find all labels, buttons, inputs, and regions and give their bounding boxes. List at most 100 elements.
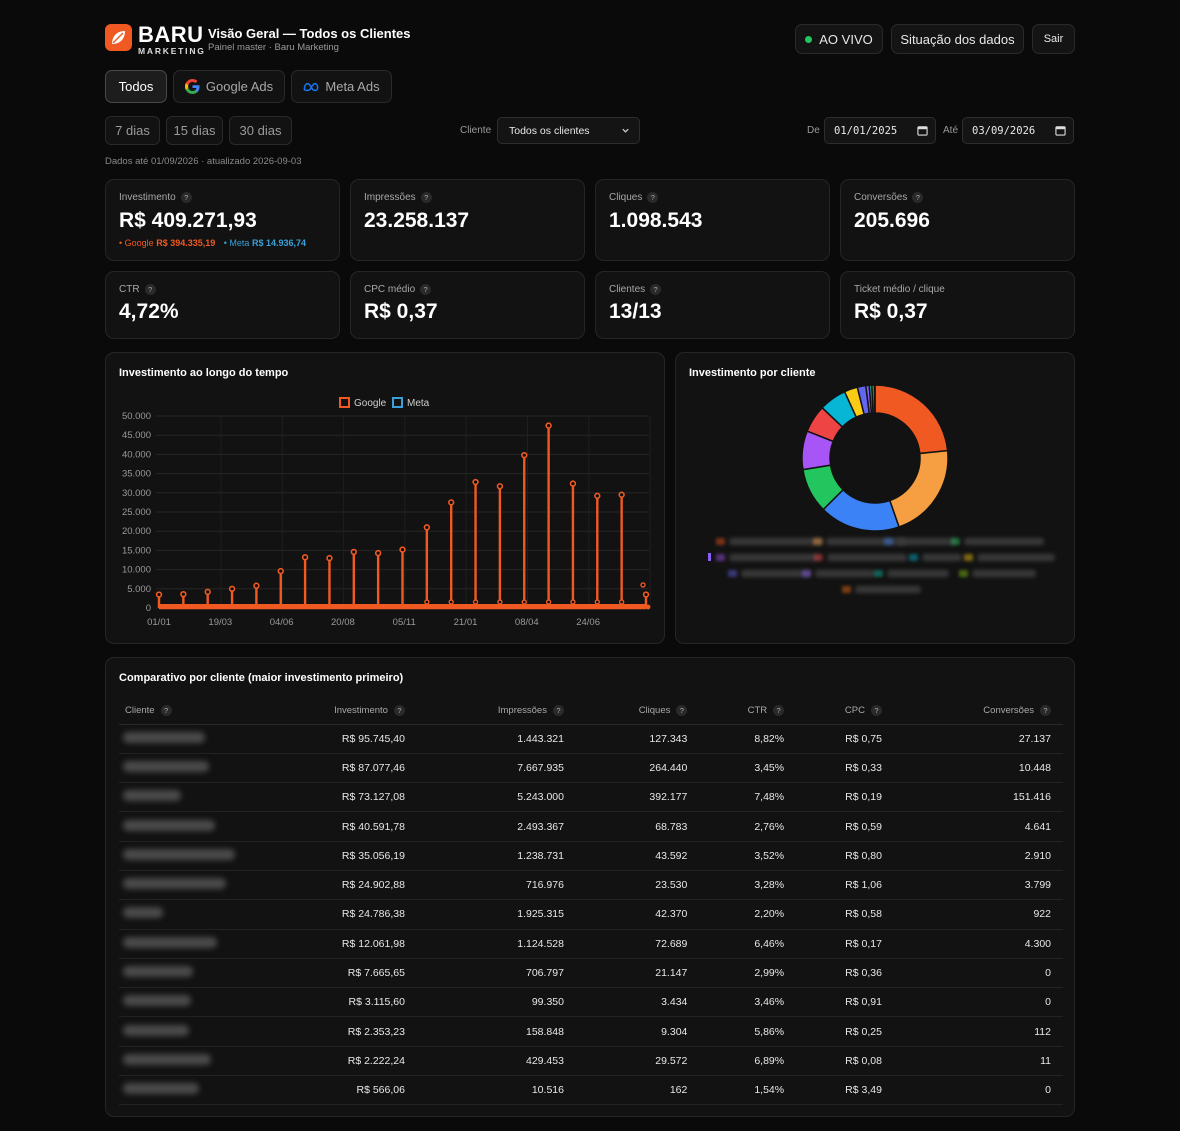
client-name-redacted	[123, 1024, 189, 1036]
client-name-cell	[119, 987, 262, 1018]
help-icon[interactable]: ?	[870, 705, 882, 717]
help-icon[interactable]: ?	[773, 705, 785, 717]
column-header-label: Investimento	[334, 705, 388, 717]
help-icon[interactable]: ?	[552, 705, 564, 717]
table-row[interactable]: R$ 40.591,78 2.493.367 68.783 2,76% R$ 0,59 4…	[119, 811, 1063, 842]
data-status-button[interactable]: Situação dos dados	[891, 24, 1024, 54]
column-header[interactable]: CPC?	[796, 698, 894, 725]
tab-google-ads[interactable]: Google Ads	[173, 70, 285, 103]
table-cell: R$ 0,59	[796, 811, 894, 842]
help-icon[interactable]: ?	[1040, 705, 1051, 717]
client-name-redacted	[123, 848, 235, 860]
range-30-days-button[interactable]: 30 dias	[229, 116, 292, 145]
table-row[interactable]: R$ 87.077,46 7.667.935 264.440 3,45% R$ 0,33…	[119, 753, 1063, 784]
legend-swatch	[716, 538, 725, 545]
help-icon[interactable]: ?	[676, 705, 688, 717]
help-icon[interactable]: ?	[420, 284, 432, 295]
chart-legend[interactable]: Google Meta	[339, 397, 430, 409]
investment-over-time-card: Investimento ao longo do tempo Google Met…	[105, 352, 665, 644]
kpi-card-impressoes: Impressões? 23.258.137	[350, 179, 585, 261]
y-tick-label: 0	[146, 603, 151, 614]
legend-swatch	[951, 538, 960, 545]
live-status-button[interactable]: AO VIVO	[795, 24, 883, 54]
donut-slice[interactable]	[888, 449, 949, 528]
client-name-cell	[119, 870, 262, 901]
legend-swatch	[959, 570, 968, 577]
column-header[interactable]: CTR?	[699, 698, 797, 725]
table-row[interactable]: R$ 7.665,65 706.797 21.147 2,99% R$ 0,36 0	[119, 958, 1063, 989]
table-cell: R$ 3,49	[796, 1075, 894, 1106]
brand-name: BARU	[138, 22, 204, 47]
help-icon[interactable]: ?	[650, 284, 662, 295]
help-icon[interactable]: ?	[420, 192, 432, 203]
help-icon[interactable]: ?	[912, 192, 924, 203]
help-icon[interactable]: ?	[160, 705, 172, 717]
client-select[interactable]: Todos os clientes	[497, 117, 640, 144]
table-row[interactable]: R$ 3.115,60 99.350 3.434 3,46% R$ 0,91 0	[119, 987, 1063, 1018]
tab-meta-ads[interactable]: Meta Ads	[291, 70, 392, 103]
calendar-icon[interactable]	[1055, 125, 1066, 136]
table-cell: 1,54%	[699, 1075, 797, 1106]
x-tick-label: 20/08	[331, 617, 355, 628]
date-from-input[interactable]: 01/01/2025	[824, 117, 936, 144]
table-row[interactable]: R$ 24.902,88 716.976 23.530 3,28% R$ 1,06 3.7…	[119, 870, 1063, 901]
help-icon[interactable]: ?	[647, 192, 659, 203]
kpi-value: 23.258.137	[364, 209, 470, 232]
google-data-point	[448, 599, 454, 605]
y-tick-label: 45.000	[122, 430, 151, 441]
table-row[interactable]: R$ 566,06 10.516 162 1,54% R$ 3,49 0	[119, 1075, 1063, 1106]
donut-slice[interactable]	[873, 384, 876, 414]
client-select-value: Todos os clientes	[509, 124, 590, 137]
table-row[interactable]: R$ 2.353,23 158.848 9.304 5,86% R$ 0,25 112	[119, 1016, 1063, 1047]
legend-label-redacted	[729, 554, 819, 561]
column-header[interactable]: Conversões?	[893, 698, 1063, 725]
google-data-point	[350, 548, 358, 556]
table-cell: 29.572	[575, 1046, 700, 1077]
kpi-label: Cliques?	[609, 192, 659, 203]
help-icon[interactable]: ?	[144, 284, 156, 295]
legend-label-redacted	[887, 570, 949, 577]
range-15-days-button[interactable]: 15 dias	[166, 116, 223, 145]
column-header[interactable]: Impressões?	[416, 698, 576, 725]
table-row[interactable]: R$ 35.056,19 1.238.731 43.592 3,52% R$ 0,80 2…	[119, 841, 1063, 871]
table-row[interactable]: R$ 2.222,24 429.453 29.572 6,89% R$ 0,08 11	[119, 1046, 1063, 1077]
client-name-redacted	[123, 1083, 199, 1095]
column-header[interactable]: Cliente?	[119, 698, 262, 725]
table-cell: 158.848	[416, 1016, 576, 1047]
help-icon[interactable]: ?	[180, 192, 192, 203]
legend-label-redacted	[964, 538, 1044, 545]
google-data-point	[618, 491, 625, 498]
range-7-days-button[interactable]: 7 dias	[105, 116, 160, 145]
table-row[interactable]: R$ 12.061,98 1.124.528 72.689 6,46% R$ 0,17 4…	[119, 929, 1063, 959]
meta-breakdown-value: R$ 14.936,74	[251, 238, 307, 248]
table-row[interactable]: R$ 95.745,40 1.443.321 127.343 8,82% R$ 0,75…	[119, 724, 1063, 754]
column-header[interactable]: Investimento?	[261, 698, 417, 725]
client-comparison-card: Comparativo por cliente (maior investime…	[105, 657, 1075, 1117]
table-row[interactable]: R$ 24.786,38 1.925.315 42.370 2,20% R$ 0,58 9…	[119, 899, 1063, 930]
x-tick-label: 21/01	[454, 617, 478, 628]
tab-todos[interactable]: Todos	[105, 70, 167, 103]
donut-slice[interactable]	[874, 384, 949, 455]
table-row[interactable]: R$ 73.127,08 5.243.000 392.177 7,48% R$ 0,19…	[119, 782, 1063, 813]
kpi-label: Impressões?	[364, 192, 432, 203]
legend-swatch	[964, 554, 973, 561]
date-to-input[interactable]: 03/09/2026	[962, 117, 1074, 144]
table-cell: 2,76%	[699, 811, 797, 842]
x-tick-label: 05/11	[393, 617, 416, 628]
client-name-redacted	[123, 936, 217, 948]
table-cell: R$ 0,17	[796, 929, 894, 959]
table-cell: 72.689	[575, 929, 700, 959]
help-icon[interactable]: ?	[393, 705, 405, 717]
google-data-point	[472, 599, 479, 605]
google-breakdown-label: • Google	[119, 238, 154, 248]
google-data-point	[424, 599, 430, 605]
column-header[interactable]: Cliques?	[575, 698, 700, 725]
table-cell: R$ 566,06	[261, 1075, 417, 1106]
google-data-point	[569, 480, 577, 487]
logout-button[interactable]: Sair	[1032, 24, 1075, 54]
kpi-card-cliques: Cliques? 1.098.543	[595, 179, 830, 261]
table-cell: 429.453	[416, 1046, 576, 1077]
client-name-cell	[119, 929, 262, 959]
table-cell: R$ 0,36	[796, 958, 894, 989]
calendar-icon[interactable]	[917, 125, 928, 136]
